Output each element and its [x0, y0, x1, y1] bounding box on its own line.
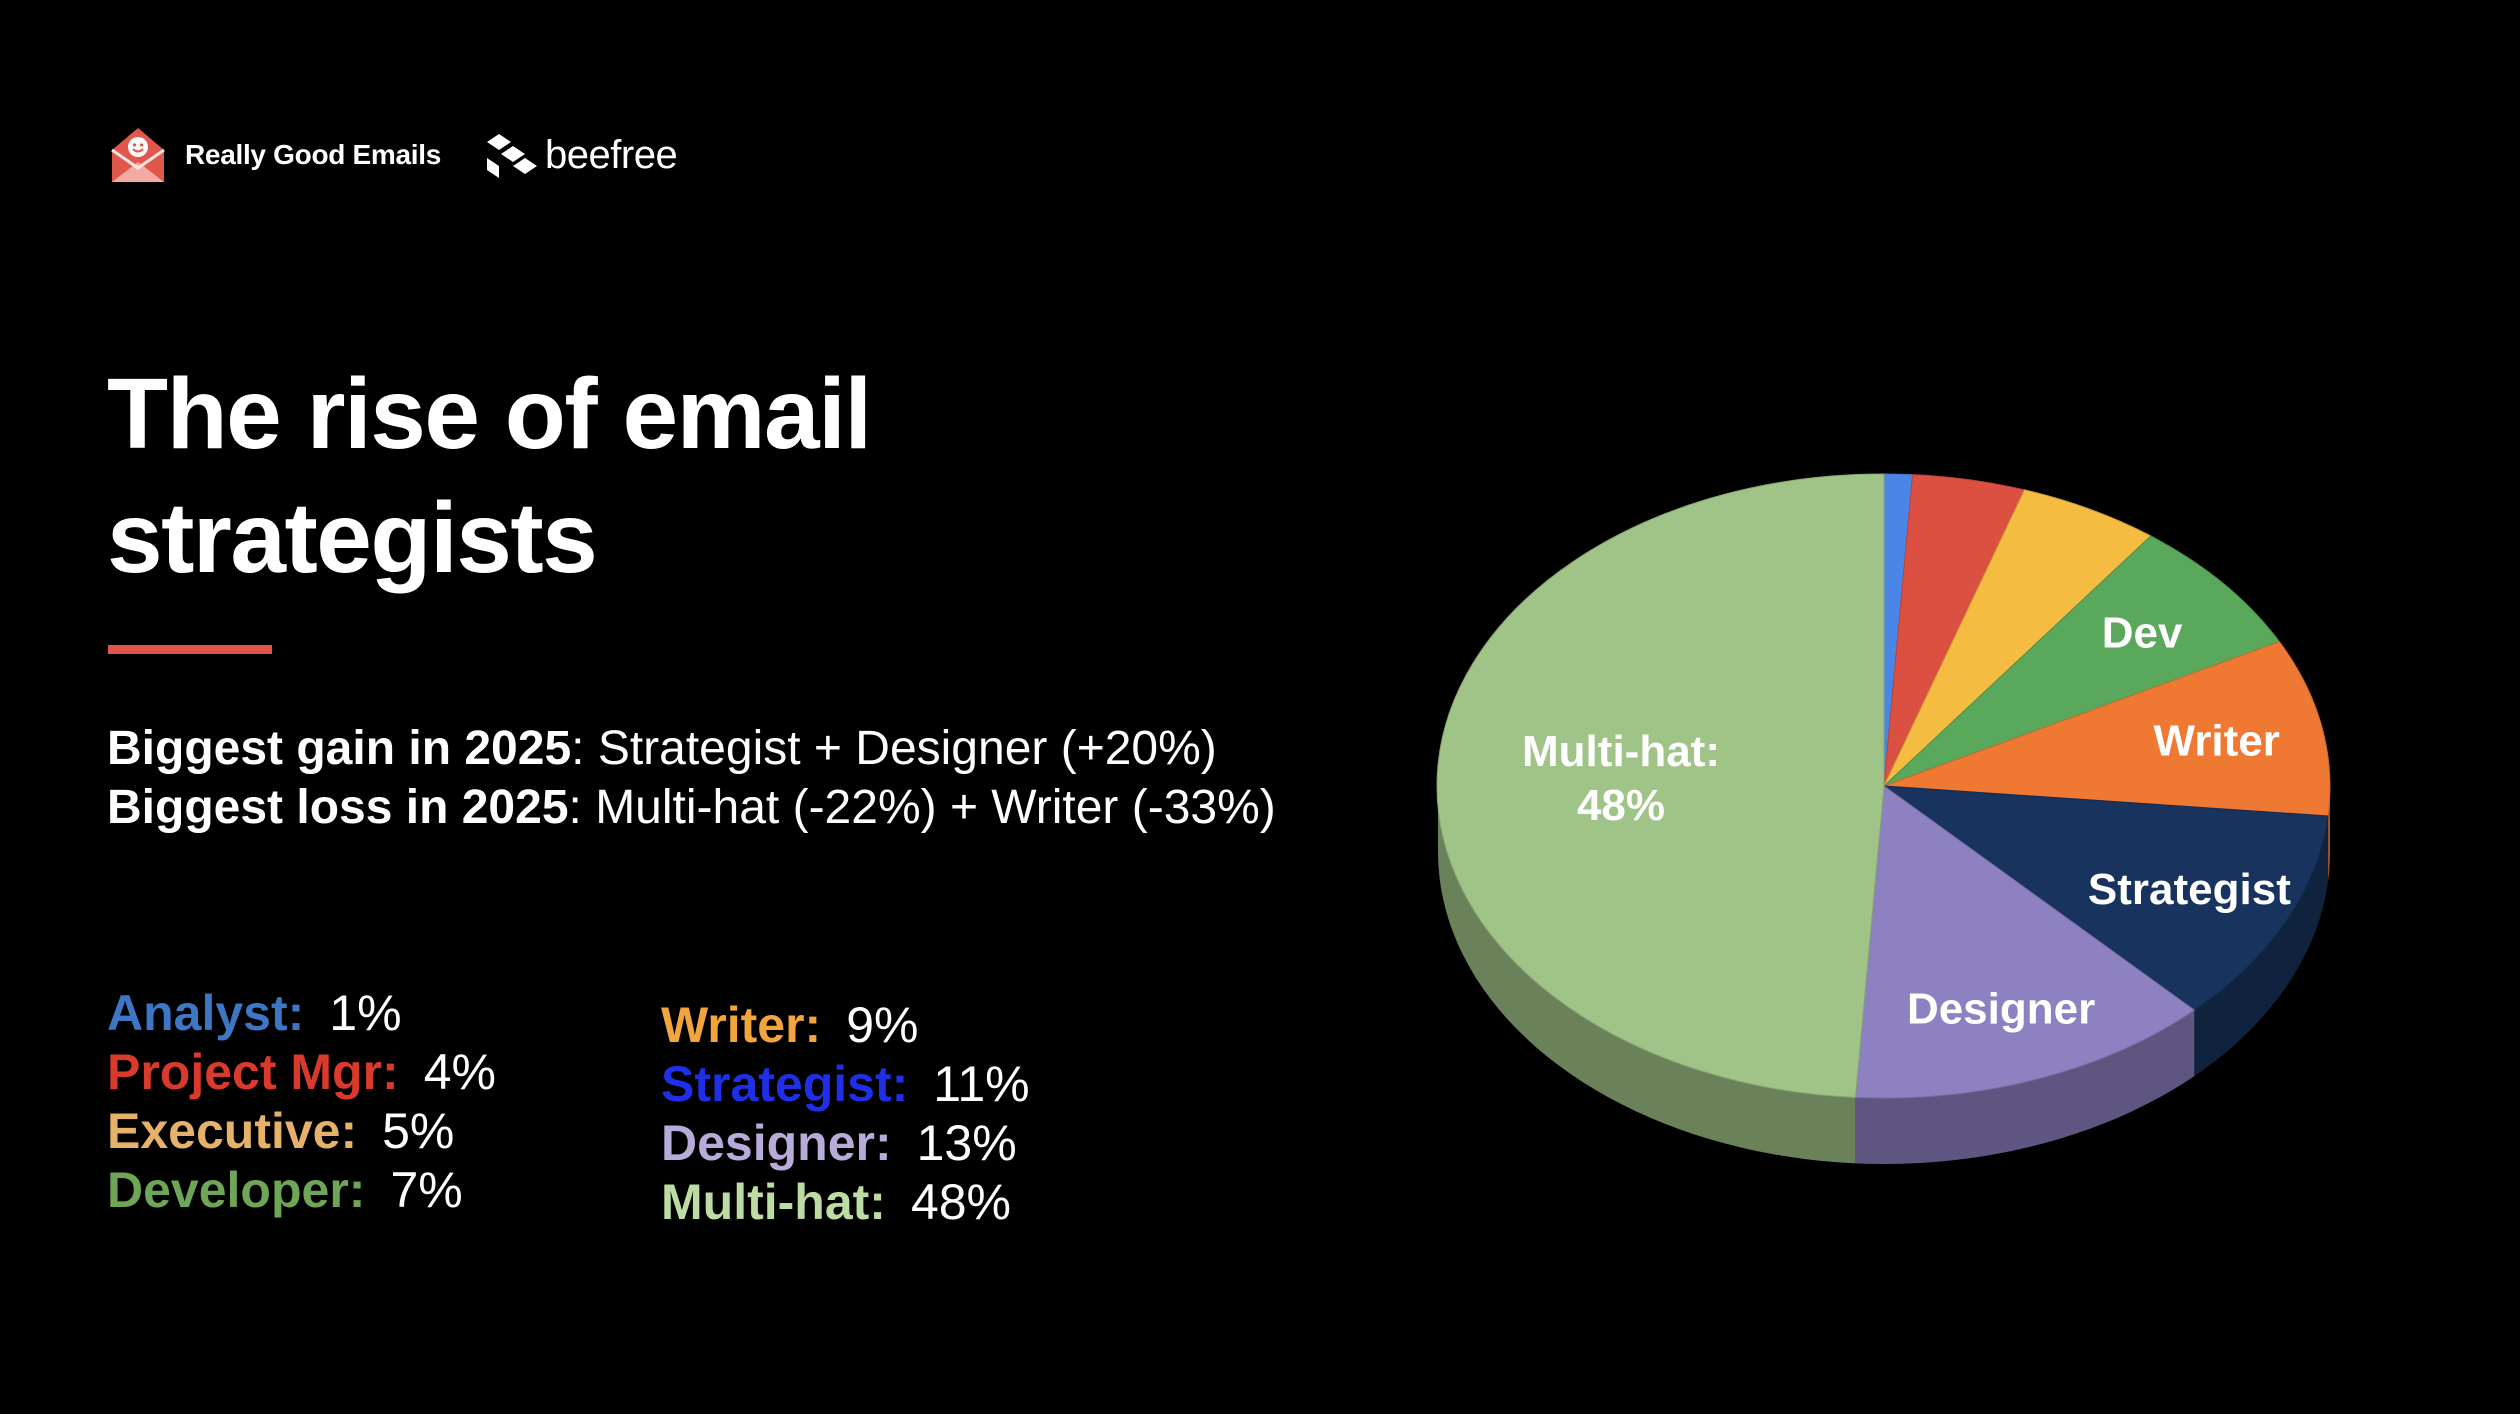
legend-value: 13% [891, 1115, 1017, 1171]
legend-label: Developer: [107, 1162, 366, 1218]
gain-line: Biggest gain in 2025: Strategist + Desig… [107, 719, 1337, 778]
bee-icon [487, 134, 538, 178]
pie-slice-multi-hat [1436, 473, 1885, 1098]
legend-value: 4% [398, 1044, 496, 1100]
pie-side-designer [1855, 1010, 2195, 1164]
pie-side-multi-hat [1438, 786, 1856, 1164]
legend-label: Analyst: [107, 985, 305, 1041]
legend-item-executive: Executive: 5% [107, 1102, 496, 1161]
pie-side-walls [1438, 786, 2330, 1164]
really-good-emails-text: Really Good Emails [185, 139, 442, 170]
legend-value: 1% [304, 985, 402, 1041]
legend-item-developer: Developer: 7% [107, 1161, 496, 1220]
legend-value: 48% [885, 1174, 1012, 1230]
legend-value: 5% [357, 1103, 455, 1159]
pie-slice-writer [1883, 641, 2331, 817]
legend-item-strategist: Strategist: 11% [661, 1055, 1030, 1114]
legend-item-analyst: Analyst: 1% [107, 984, 496, 1043]
page-title: The rise of email strategists [107, 358, 872, 594]
legend-column-2: Writer: 9% Strategist: 11% Designer: 13% Mu… [661, 996, 1030, 1232]
pie-label-writer: Writer [2154, 717, 2280, 766]
brand-logos: Really Good Emails beefree [107, 120, 678, 190]
pie-slice-developer [1883, 535, 2281, 787]
legend-value: 9% [821, 997, 919, 1053]
title-divider [108, 645, 272, 654]
pie-slice-labels: Dev Writer Strategist Designer Multi-hat: 48% [1522, 608, 2291, 1033]
beefree-logo: beefree [483, 128, 678, 182]
legend-item-project-mgr: Project Mgr: 4% [107, 1043, 496, 1102]
legend-label: Strategist: [661, 1056, 909, 1112]
legend-label: Project Mgr: [107, 1044, 399, 1100]
pie-side-strategist [2194, 816, 2328, 1077]
pie-slice-executive [1883, 489, 2152, 787]
gain-label: Biggest gain in 2025 [107, 722, 572, 775]
pie-slice-designer [1854, 785, 2196, 1099]
legend-label: Writer: [661, 997, 822, 1053]
legend-label: Executive: [107, 1103, 358, 1159]
pie-label-designer: Designer [1907, 985, 2095, 1034]
legend-value: 11% [908, 1056, 1030, 1112]
legend-item-multi-hat: Multi-hat: 48% [661, 1173, 1030, 1232]
legend-label: Multi-hat: [661, 1174, 886, 1230]
gain-value: : Strategist + Designer (+20%) [571, 722, 1217, 775]
envelope-icon [111, 128, 165, 182]
loss-label: Biggest loss in 2025 [107, 781, 569, 834]
pie-top-slices [1436, 473, 2331, 1099]
legend-label: Designer: [661, 1115, 892, 1171]
pie-label-multi-hat: Multi-hat: 48% [1522, 727, 1720, 830]
pie-label-strategist: Strategist [2088, 865, 2291, 914]
loss-line: Biggest loss in 2025: Multi-hat (-22%) +… [107, 778, 1337, 837]
pie-side-writer [2327, 786, 2330, 882]
legend-item-designer: Designer: 13% [661, 1114, 1030, 1173]
legend-value: 7% [365, 1162, 463, 1218]
legend-item-writer: Writer: 9% [661, 996, 1030, 1055]
key-findings: Biggest gain in 2025: Strategist + Desig… [107, 719, 1337, 837]
pie-slice-strategist [1882, 785, 2329, 1011]
beefree-text: beefree [545, 132, 678, 177]
pie-label-developer: Dev [2102, 608, 2183, 657]
loss-value: : Multi-hat (-22%) + Writer (-33%) [568, 781, 1276, 834]
really-good-emails-logo: Really Good Emails [107, 124, 441, 186]
legend-column-1: Analyst: 1% Project Mgr: 4% Executive: 5% D… [107, 984, 496, 1220]
